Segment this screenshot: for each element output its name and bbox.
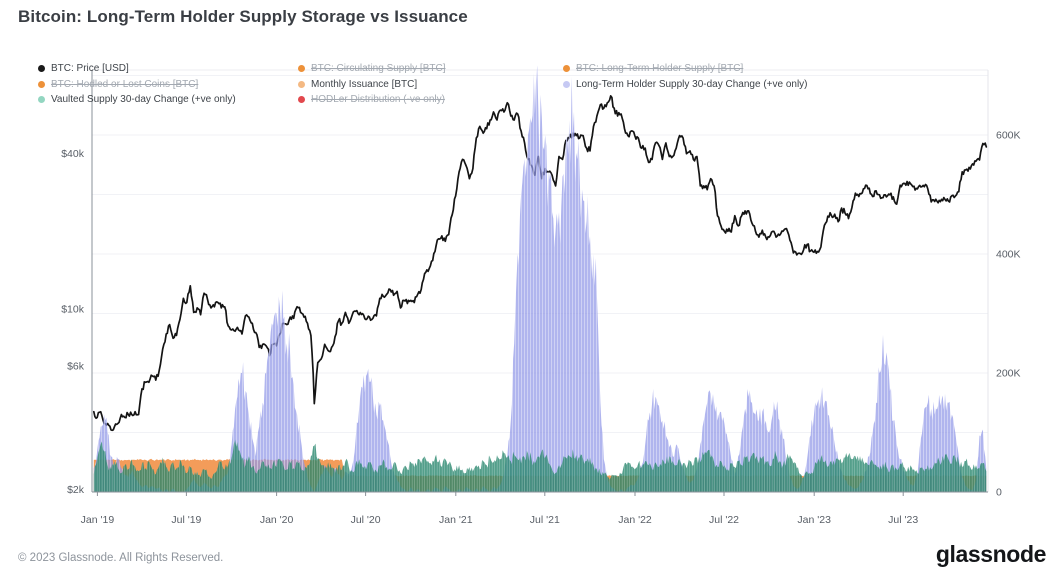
y-axis-label-left: $6k bbox=[67, 361, 85, 373]
legend-item-label: BTC: Price [USD] bbox=[51, 63, 129, 75]
x-axis-label: Jul '22 bbox=[709, 514, 739, 526]
legend-swatch-icon bbox=[298, 65, 305, 73]
legend-swatch-icon bbox=[38, 65, 45, 73]
x-axis-label: Jan '22 bbox=[618, 514, 652, 526]
legend-item-label: BTC: Long-Term Holder Supply [BTC] bbox=[576, 63, 744, 75]
legend-item-label: HODLer Distribution (-ve only) bbox=[311, 94, 445, 106]
x-axis-label: Jul '19 bbox=[171, 514, 201, 526]
legend-item-label: Monthly Issuance [BTC] bbox=[311, 78, 418, 90]
x-axis-label: Jan '20 bbox=[260, 514, 294, 526]
legend-column: BTC: Price [USD] BTC: Hodled or Lost Coin… bbox=[38, 61, 236, 108]
legend-swatch-icon bbox=[38, 96, 45, 104]
legend-item[interactable]: HODLer Distribution (-ve only) bbox=[298, 92, 446, 108]
lth-supply-change-area bbox=[93, 65, 987, 493]
legend-item[interactable]: Vaulted Supply 30-day Change (+ve only) bbox=[38, 92, 236, 108]
legend-swatch-icon bbox=[298, 80, 305, 88]
legend-item-label: BTC: Hodled or Lost Coins [BTC] bbox=[51, 78, 199, 90]
chart-legend: BTC: Price [USD] BTC: Hodled or Lost Coin… bbox=[0, 61, 1062, 109]
legend-column: BTC: Long-Term Holder Supply [BTC] Long-T… bbox=[563, 61, 808, 92]
legend-item[interactable]: BTC: Long-Term Holder Supply [BTC] bbox=[563, 61, 808, 77]
y-axis-label-left: $10k bbox=[61, 304, 85, 316]
x-axis-label: Jan '23 bbox=[797, 514, 831, 526]
copyright-text: © 2023 Glassnode. All Rights Reserved. bbox=[18, 552, 224, 564]
x-axis-label: Jul '21 bbox=[530, 514, 560, 526]
legend-item[interactable]: Long-Term Holder Supply 30-day Change (+… bbox=[563, 77, 808, 93]
y-axis-label-left: $40k bbox=[61, 148, 85, 160]
y-axis-label-right: 0 bbox=[996, 487, 1002, 499]
x-axis-label: Jul '20 bbox=[351, 514, 381, 526]
vaulted-supply-change-area bbox=[93, 439, 987, 492]
legend-swatch-icon bbox=[563, 80, 570, 88]
x-axis-label: Jan '19 bbox=[81, 514, 115, 526]
legend-item[interactable]: Monthly Issuance [BTC] bbox=[298, 77, 446, 93]
glassnode-logo: glassnode bbox=[935, 541, 1047, 567]
legend-swatch-icon bbox=[38, 80, 45, 88]
x-axis-label: Jul '23 bbox=[888, 514, 918, 526]
y-axis-label-right: 200K bbox=[996, 368, 1021, 380]
y-axis-label-right: 400K bbox=[996, 249, 1021, 261]
legend-item[interactable]: BTC: Price [USD] bbox=[38, 61, 236, 77]
legend-item-label: BTC: Circulating Supply [BTC] bbox=[311, 63, 446, 75]
legend-swatch-icon bbox=[563, 65, 570, 73]
legend-item-label: Long-Term Holder Supply 30-day Change (+… bbox=[576, 78, 808, 90]
legend-item[interactable]: BTC: Circulating Supply [BTC] bbox=[298, 61, 446, 77]
y-axis-label-right: 600K bbox=[996, 130, 1021, 142]
x-axis-label: Jan '21 bbox=[439, 514, 473, 526]
legend-item-label: Vaulted Supply 30-day Change (+ve only) bbox=[51, 94, 236, 106]
legend-item[interactable]: BTC: Hodled or Lost Coins [BTC] bbox=[38, 77, 236, 93]
legend-swatch-icon bbox=[298, 96, 305, 104]
page-title: Bitcoin: Long-Term Holder Supply Storage… bbox=[18, 7, 468, 26]
y-axis-label-left: $2k bbox=[67, 484, 85, 496]
legend-column: BTC: Circulating Supply [BTC] Monthly Iss… bbox=[298, 61, 446, 108]
